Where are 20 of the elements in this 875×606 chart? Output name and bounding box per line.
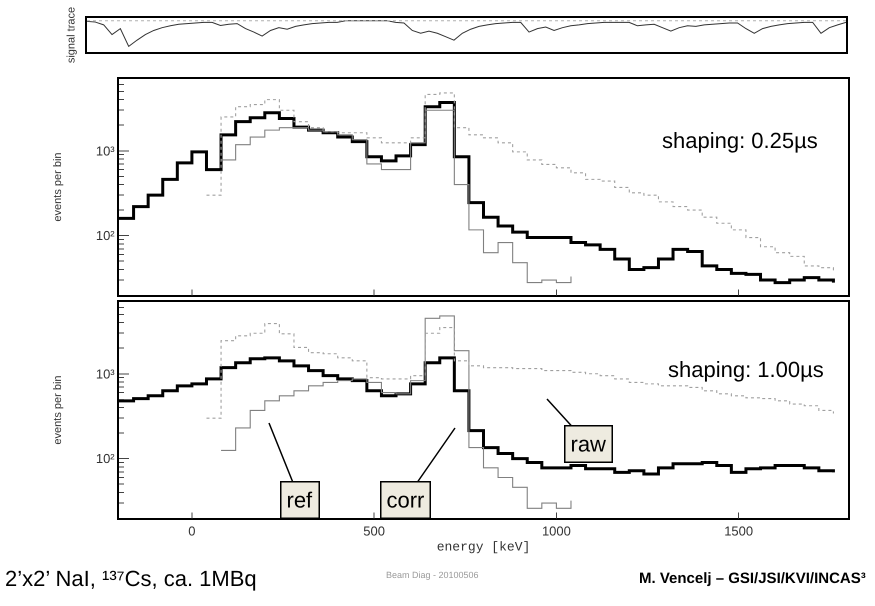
x-tick-label: 500 <box>363 523 385 538</box>
annotation: corr <box>386 488 424 512</box>
annotation: shaping: 0.25µs <box>662 128 818 153</box>
y-tick-label: 10³ <box>96 143 116 158</box>
y-axis-title: events per bin <box>52 152 64 222</box>
y-tick-label: 10² <box>96 451 116 466</box>
text: 2’x2’ NaI, ¹³⁷Cs, ca. 1MBq <box>5 566 257 591</box>
x-tick-label: 1000 <box>542 523 571 538</box>
y-tick-label: 10² <box>96 228 116 244</box>
y-axis-title: events per bin <box>52 375 64 445</box>
annotation: raw <box>570 432 606 456</box>
annotation: ref <box>286 488 314 512</box>
y-axis-title: signal trace <box>65 6 78 64</box>
text: Beam Diag - 20100506 <box>386 570 479 580</box>
x-axis-title: energy [keV] <box>436 539 530 554</box>
text: M. Vencelj – GSI/JSI/KVI/INCAS³ <box>639 570 866 587</box>
y-tick-label: 10³ <box>96 366 116 382</box>
annotation: shaping: 1.00µs <box>668 357 824 382</box>
x-tick-label: 0 <box>188 523 196 538</box>
x-tick-label: 1500 <box>724 523 754 538</box>
